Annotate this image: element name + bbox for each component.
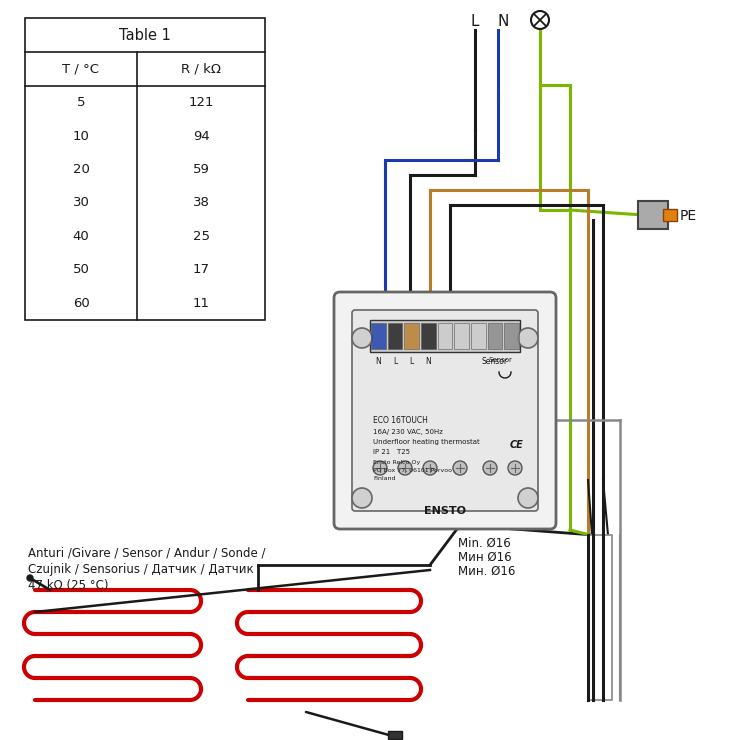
Text: R / kΩ: R / kΩ	[181, 62, 221, 75]
Text: 47 kΩ (25 °C): 47 kΩ (25 °C)	[28, 579, 109, 592]
Circle shape	[518, 328, 538, 348]
Circle shape	[352, 328, 372, 348]
Bar	[663, 209, 677, 221]
Bar	[588, 535, 612, 700]
Text: Underfloor heating thermostat: Underfloor heating thermostat	[373, 439, 480, 445]
Text: Sensor: Sensor	[488, 357, 512, 363]
Bar	[404, 323, 419, 349]
Circle shape	[398, 461, 412, 475]
Bar	[638, 201, 668, 229]
Circle shape	[531, 11, 549, 29]
Text: Table 1: Table 1	[119, 27, 171, 42]
Text: Min. Ø16: Min. Ø16	[458, 536, 511, 550]
Bar	[454, 323, 469, 349]
Text: N: N	[498, 15, 509, 30]
Text: Anturi /Givare / Sensor / Andur / Sonde /: Anturi /Givare / Sensor / Andur / Sonde …	[28, 547, 266, 560]
Text: ENSTO: ENSTO	[424, 506, 466, 516]
Text: PE: PE	[680, 209, 697, 223]
Bar	[437, 323, 452, 349]
Text: Czujnik / Sensorius / Датчик / Датчик: Czujnik / Sensorius / Датчик / Датчик	[28, 563, 254, 576]
Bar	[371, 323, 385, 349]
Bar	[504, 323, 519, 349]
Circle shape	[508, 461, 522, 475]
FancyBboxPatch shape	[352, 310, 538, 511]
Text: 38: 38	[192, 197, 209, 209]
Text: T / °C: T / °C	[62, 62, 100, 75]
Circle shape	[27, 575, 33, 581]
Bar	[487, 323, 502, 349]
Circle shape	[518, 488, 538, 508]
Text: 25: 25	[192, 230, 209, 243]
Text: Ensto Relco Oy: Ensto Relco Oy	[373, 460, 421, 465]
Text: 59: 59	[192, 163, 209, 176]
FancyBboxPatch shape	[334, 292, 556, 529]
Text: ECO 16TOUCH: ECO 16TOUCH	[373, 416, 428, 425]
Bar	[421, 323, 436, 349]
Text: 16A/ 230 VAC, 50Hz: 16A/ 230 VAC, 50Hz	[373, 429, 443, 435]
Text: L: L	[410, 357, 414, 366]
Bar	[370, 320, 520, 352]
Text: 60: 60	[73, 297, 90, 310]
Bar	[471, 323, 486, 349]
Text: 17: 17	[192, 263, 209, 276]
Text: 10: 10	[73, 130, 90, 143]
Text: Мин. Ø16: Мин. Ø16	[458, 565, 515, 577]
Text: Sensor: Sensor	[482, 357, 508, 366]
Circle shape	[373, 461, 387, 475]
Text: N: N	[426, 357, 431, 366]
Text: L: L	[470, 15, 479, 30]
Circle shape	[453, 461, 467, 475]
Text: PO Box 77, 06101 Porvoo: PO Box 77, 06101 Porvoo	[373, 468, 452, 473]
Text: 40: 40	[73, 230, 90, 243]
Text: 50: 50	[73, 263, 90, 276]
Circle shape	[352, 488, 372, 508]
Text: 5: 5	[77, 96, 85, 110]
Text: 94: 94	[192, 130, 209, 143]
Text: N: N	[376, 357, 381, 366]
Bar	[388, 323, 402, 349]
Text: Mин Ø16: Mин Ø16	[458, 551, 512, 563]
Text: L: L	[393, 357, 397, 366]
Text: 30: 30	[73, 197, 90, 209]
Circle shape	[423, 461, 437, 475]
Text: IP 21   T25: IP 21 T25	[373, 449, 410, 455]
Bar	[25, 18, 265, 320]
Text: 11: 11	[192, 297, 209, 310]
Circle shape	[483, 461, 497, 475]
Text: Finland: Finland	[373, 476, 396, 481]
Text: 121: 121	[188, 96, 214, 110]
Bar	[388, 731, 402, 739]
Text: 20: 20	[73, 163, 90, 176]
Text: CE: CE	[510, 440, 524, 450]
